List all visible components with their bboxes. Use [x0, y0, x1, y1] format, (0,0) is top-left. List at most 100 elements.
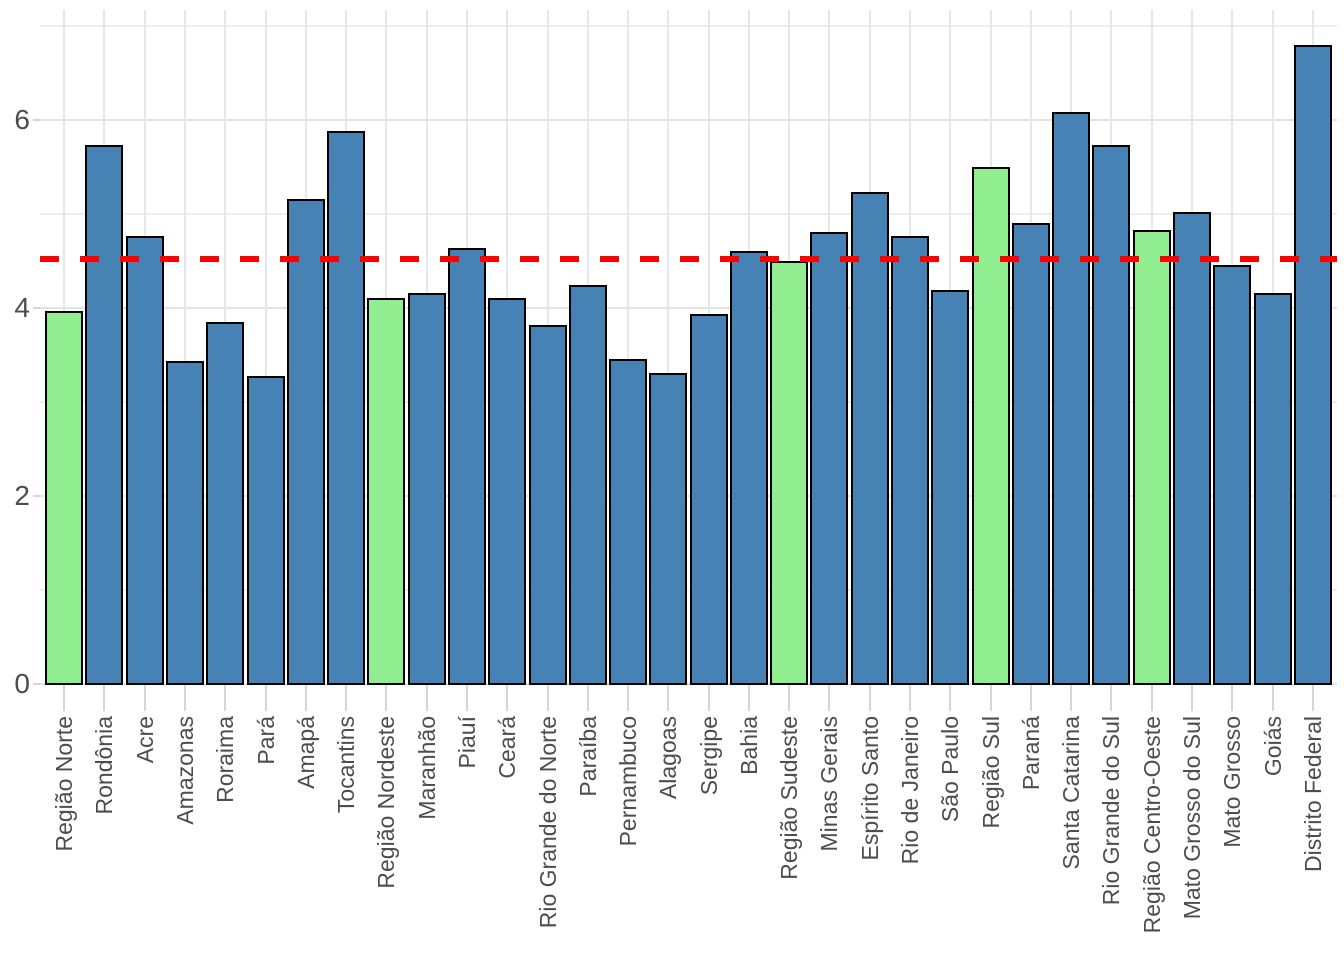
y-axis-tick	[33, 119, 40, 121]
bar-santa-catarina	[1052, 112, 1091, 685]
bar-alagoas	[649, 372, 688, 685]
x-axis-label-alagoas: Alagoas	[655, 716, 682, 800]
x-axis-label-rio-grande-do-norte: Rio Grande do Norte	[534, 716, 561, 929]
bar-rio-de-janeiro	[891, 235, 930, 685]
x-axis-label-rondonia: Rondônia	[91, 716, 118, 815]
h-gridline-major	[40, 683, 1337, 685]
x-axis-label-mato-grosso-do-sul: Mato Grosso do Sul	[1178, 716, 1205, 920]
x-axis-tick	[465, 685, 468, 711]
x-axis-label-amazonas: Amazonas	[172, 716, 198, 825]
x-axis-label-rio-de-janeiro: Rio de Janeiro	[897, 716, 924, 865]
bar-regiao-sul	[971, 166, 1010, 685]
x-axis-label-piaui: Piauí	[453, 716, 480, 769]
x-axis-tick	[103, 685, 106, 711]
bar-mato-grosso-do-sul	[1172, 212, 1211, 685]
x-axis-tick	[667, 685, 670, 711]
x-axis-label-distrito-federal: Distrito Federal	[1299, 716, 1326, 872]
bar-roraima	[206, 322, 245, 685]
x-axis-label-ceara: Ceará	[494, 716, 521, 779]
bar-parana	[1011, 223, 1050, 685]
y-axis-label-2: 2	[14, 480, 30, 511]
x-axis-tick	[1271, 685, 1274, 711]
v-gridline	[184, 10, 186, 685]
x-axis-tick	[63, 685, 66, 711]
x-axis-tick	[546, 685, 549, 711]
x-axis-tick	[425, 685, 428, 711]
bar-regiao-sudeste	[770, 260, 809, 685]
bar-goias	[1253, 292, 1292, 685]
bar-amazonas	[166, 360, 204, 685]
x-axis-tick	[1311, 685, 1314, 711]
x-axis-label-mato-grosso: Mato Grosso	[1219, 716, 1246, 848]
h-gridline-major	[40, 307, 1337, 309]
x-axis-label-goias: Goiás	[1259, 716, 1286, 777]
bar-bahia	[729, 250, 768, 685]
x-axis-tick	[586, 685, 589, 711]
y-axis-tick	[33, 683, 40, 685]
h-gridline-minor	[40, 213, 1337, 215]
x-axis-label-sergipe: Sergipe	[695, 716, 722, 796]
x-axis-tick	[1110, 685, 1113, 711]
x-axis-tick	[627, 685, 630, 711]
h-gridline-major	[40, 119, 1337, 121]
bar-mato-grosso	[1213, 264, 1252, 685]
x-axis-tick	[264, 685, 267, 711]
x-axis-tick	[385, 685, 388, 711]
bar-regiao-centro-oeste	[1132, 229, 1171, 685]
x-axis-tick	[1231, 685, 1234, 711]
x-axis-label-regiao-norte: Região Norte	[51, 716, 78, 852]
x-axis-label-regiao-sul: Região Sul	[977, 716, 1004, 829]
bar-distrito-federal	[1293, 44, 1332, 685]
y-axis-label-0: 0	[14, 668, 30, 699]
bar-pernambuco	[609, 358, 648, 685]
x-axis-tick	[506, 685, 509, 711]
h-gridline-minor	[40, 589, 1337, 591]
y-axis-tick	[33, 495, 40, 497]
x-axis-label-bahia: Bahia	[735, 716, 762, 775]
x-axis-label-minas-gerais: Minas Gerais	[816, 716, 843, 852]
x-axis-label-regiao-centro-oeste: Região Centro-Oeste	[1138, 716, 1165, 934]
x-axis-label-roraima: Roraima	[212, 716, 239, 803]
x-axis-label-paraiba: Paraíba	[574, 716, 601, 797]
x-axis-tick	[184, 685, 186, 711]
x-axis-tick	[1070, 685, 1073, 711]
y-axis-label-6: 6	[14, 104, 30, 135]
x-axis-tick	[345, 685, 348, 711]
x-axis-tick	[1190, 685, 1193, 711]
v-gridline	[264, 10, 267, 685]
x-axis-label-maranhao: Maranhão	[413, 716, 440, 820]
bar-minas-gerais	[810, 231, 849, 685]
x-axis-label-amapa: Amapá	[292, 716, 319, 789]
x-axis-label-para: Pará	[252, 716, 279, 765]
h-gridline-minor	[40, 401, 1337, 403]
bar-paraiba	[568, 285, 607, 685]
bar-regiao-norte	[45, 310, 84, 685]
x-axis-tick	[788, 685, 791, 711]
bar-tocantins	[327, 131, 366, 685]
x-axis-tick	[747, 685, 750, 711]
bar-sergipe	[689, 313, 728, 685]
bar-acre	[125, 235, 164, 685]
x-axis-label-regiao-sudeste: Região Sudeste	[776, 716, 803, 880]
bar-para	[246, 375, 285, 685]
x-axis-tick	[1029, 685, 1032, 711]
x-axis-tick	[1150, 685, 1153, 711]
bar-rio-grande-do-sul	[1092, 145, 1131, 685]
reference-line	[40, 256, 1337, 263]
x-axis-label-pernambuco: Pernambuco	[615, 716, 642, 847]
x-axis-label-espirito-santo: Espírito Santo	[856, 716, 883, 861]
x-axis-label-sao-paulo: São Paulo	[937, 716, 964, 823]
x-axis-tick	[224, 685, 227, 711]
x-axis-tick	[143, 685, 146, 711]
bar-regiao-nordeste	[367, 297, 406, 685]
x-axis-label-parana: Paraná	[1017, 716, 1044, 791]
x-axis-tick	[909, 685, 912, 711]
x-axis-tick	[868, 685, 871, 711]
x-axis-tick	[949, 685, 952, 711]
bar-sao-paulo	[931, 290, 970, 685]
y-axis-label-4: 4	[14, 292, 30, 323]
x-axis-tick	[707, 685, 710, 711]
x-axis-tick	[304, 685, 307, 711]
bar-amapa	[286, 198, 325, 685]
v-gridline	[667, 10, 670, 685]
